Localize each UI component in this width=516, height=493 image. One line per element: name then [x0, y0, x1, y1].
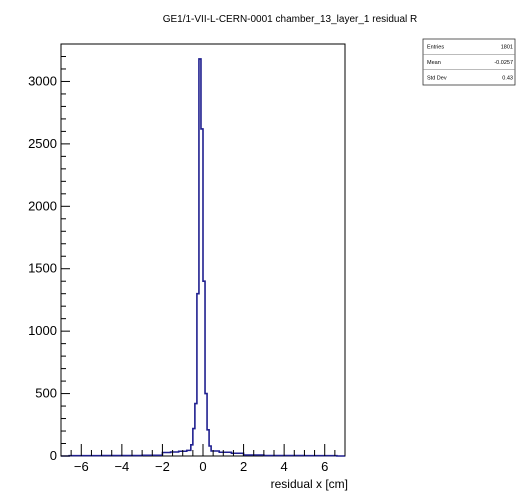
histogram-bin	[199, 59, 201, 456]
stats-label: Mean	[427, 60, 441, 66]
histogram-bin	[209, 446, 211, 456]
histogram-bin	[197, 294, 199, 456]
histogram-bin	[219, 452, 231, 456]
x-tick-label: 6	[321, 459, 328, 474]
chart-title: GE1/1-VII-L-CERN-0001 chamber_13_layer_1…	[163, 14, 418, 25]
histogram-bin	[203, 281, 205, 456]
x-tick-label: −6	[74, 459, 89, 474]
stats-label: Entries	[427, 45, 444, 51]
y-tick-label: 2500	[28, 136, 57, 151]
x-tick-label: 0	[199, 459, 206, 474]
histogram-bin	[187, 450, 191, 456]
histogram-bin	[207, 430, 209, 456]
stats-box: Entries 1801 Mean -0.0257 Std Dev 0.43	[422, 38, 516, 86]
stats-value: 0.43	[502, 75, 513, 81]
histogram-series-line	[61, 58, 345, 457]
y-tick-label: 0	[50, 448, 57, 463]
stats-box-frame	[422, 38, 516, 86]
y-tick-label: 1500	[28, 261, 57, 276]
histogram-bin	[195, 404, 197, 456]
y-tick-label: 500	[35, 386, 57, 401]
stats-value: 1801	[501, 45, 513, 51]
x-axis-label: residual x [cm]	[271, 477, 348, 491]
x-tick-label: 4	[281, 459, 288, 474]
stats-label: Std Dev	[427, 75, 447, 81]
y-tick-label: 3000	[28, 73, 57, 88]
x-tick-label: 2	[240, 459, 247, 474]
ticks-layer: 0 500 1000 1500 2000 2500 3000 −6 −4 −2 0 2 4 6	[28, 43, 346, 474]
histogram-bin	[205, 394, 207, 456]
y-tick-label: 2000	[28, 198, 57, 213]
x-tick-label: −2	[155, 459, 170, 474]
histogram-bin	[171, 452, 179, 456]
histogram-bin	[201, 129, 203, 456]
histogram-bin	[211, 451, 219, 456]
histogram-layer	[61, 58, 345, 457]
stats-value: -0.0257	[494, 60, 513, 66]
y-tick-label: 1000	[28, 323, 57, 338]
histogram-bin	[162, 453, 170, 456]
x-tick-label: −4	[114, 459, 129, 474]
plot-area: 0 500 1000 1500 2000 2500 3000 −6 −4 −2 0 2 4 6	[28, 43, 346, 474]
